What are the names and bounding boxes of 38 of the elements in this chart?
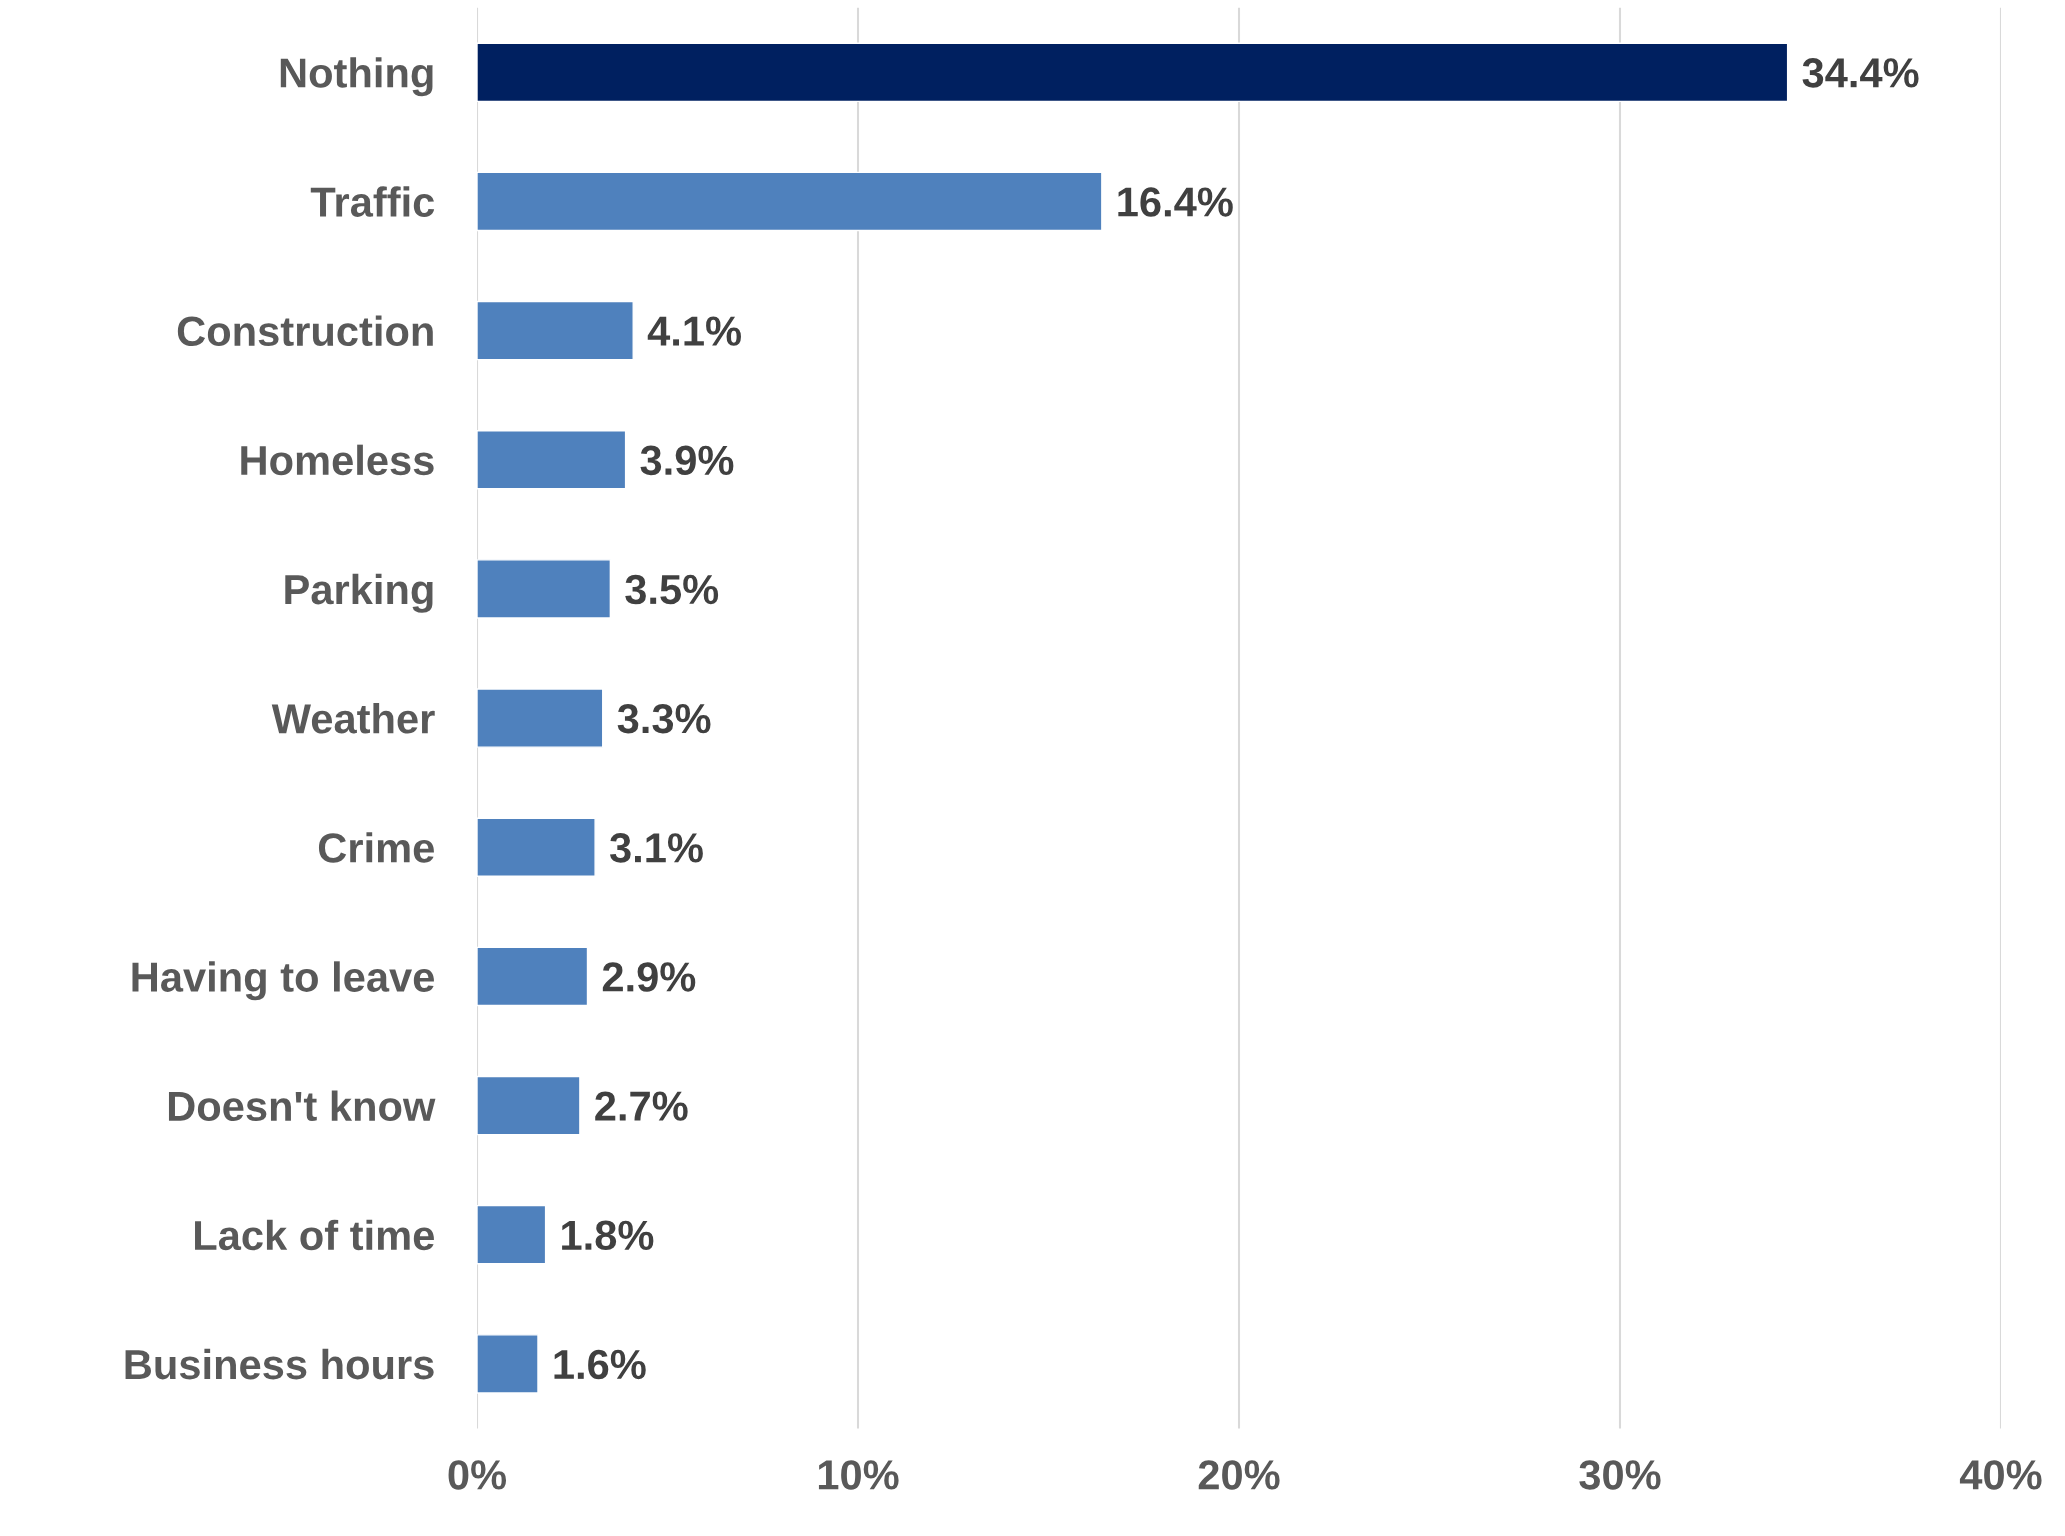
y-tick-label: Weather <box>271 702 435 734</box>
data-label: 4.1% <box>647 316 741 346</box>
x-tick-label: 30% <box>1579 1460 1661 1490</box>
y-tick-label: Crime <box>318 832 434 863</box>
y-tick-label: Nothing <box>280 57 433 97</box>
bar <box>477 300 634 361</box>
data-label: 3.9% <box>640 445 734 476</box>
y-tick-label: Having to leave <box>132 961 434 1001</box>
data-label: 3.1% <box>609 833 703 863</box>
x-tick-label: 0% <box>448 1460 507 1490</box>
bar <box>477 42 1789 103</box>
y-tick-label: Lack of time <box>195 1219 434 1251</box>
y-tick-label: Traffic <box>310 186 435 217</box>
bar <box>477 1204 547 1265</box>
y-tick-label: Business hours <box>125 1348 434 1380</box>
bar <box>477 688 604 748</box>
data-label: 2.7% <box>595 1091 688 1121</box>
data-label: 2.9% <box>602 962 696 992</box>
data-label: 1.8% <box>562 1220 654 1251</box>
bar <box>477 1334 539 1394</box>
bar <box>477 429 627 490</box>
data-label: 16.4% <box>1118 187 1233 217</box>
bar <box>477 559 612 619</box>
x-tick-label: 40% <box>1959 1460 2042 1490</box>
data-label: 3.5% <box>625 574 719 605</box>
bar <box>477 817 596 878</box>
bar <box>477 1075 581 1136</box>
y-tick-label: Homeless <box>241 444 434 476</box>
x-tick-label: 20% <box>1198 1460 1280 1490</box>
y-tick-label: Parking <box>285 573 433 613</box>
data-label: 34.4% <box>1802 58 1919 88</box>
y-tick-label: Doesn't know <box>168 1090 436 1122</box>
y-tick-label: Construction <box>177 315 433 347</box>
data-label: 3.3% <box>617 703 711 734</box>
bar <box>477 171 1103 232</box>
data-label: 1.6% <box>554 1349 646 1380</box>
bar <box>477 946 589 1007</box>
x-tick-label: 10% <box>818 1460 899 1490</box>
